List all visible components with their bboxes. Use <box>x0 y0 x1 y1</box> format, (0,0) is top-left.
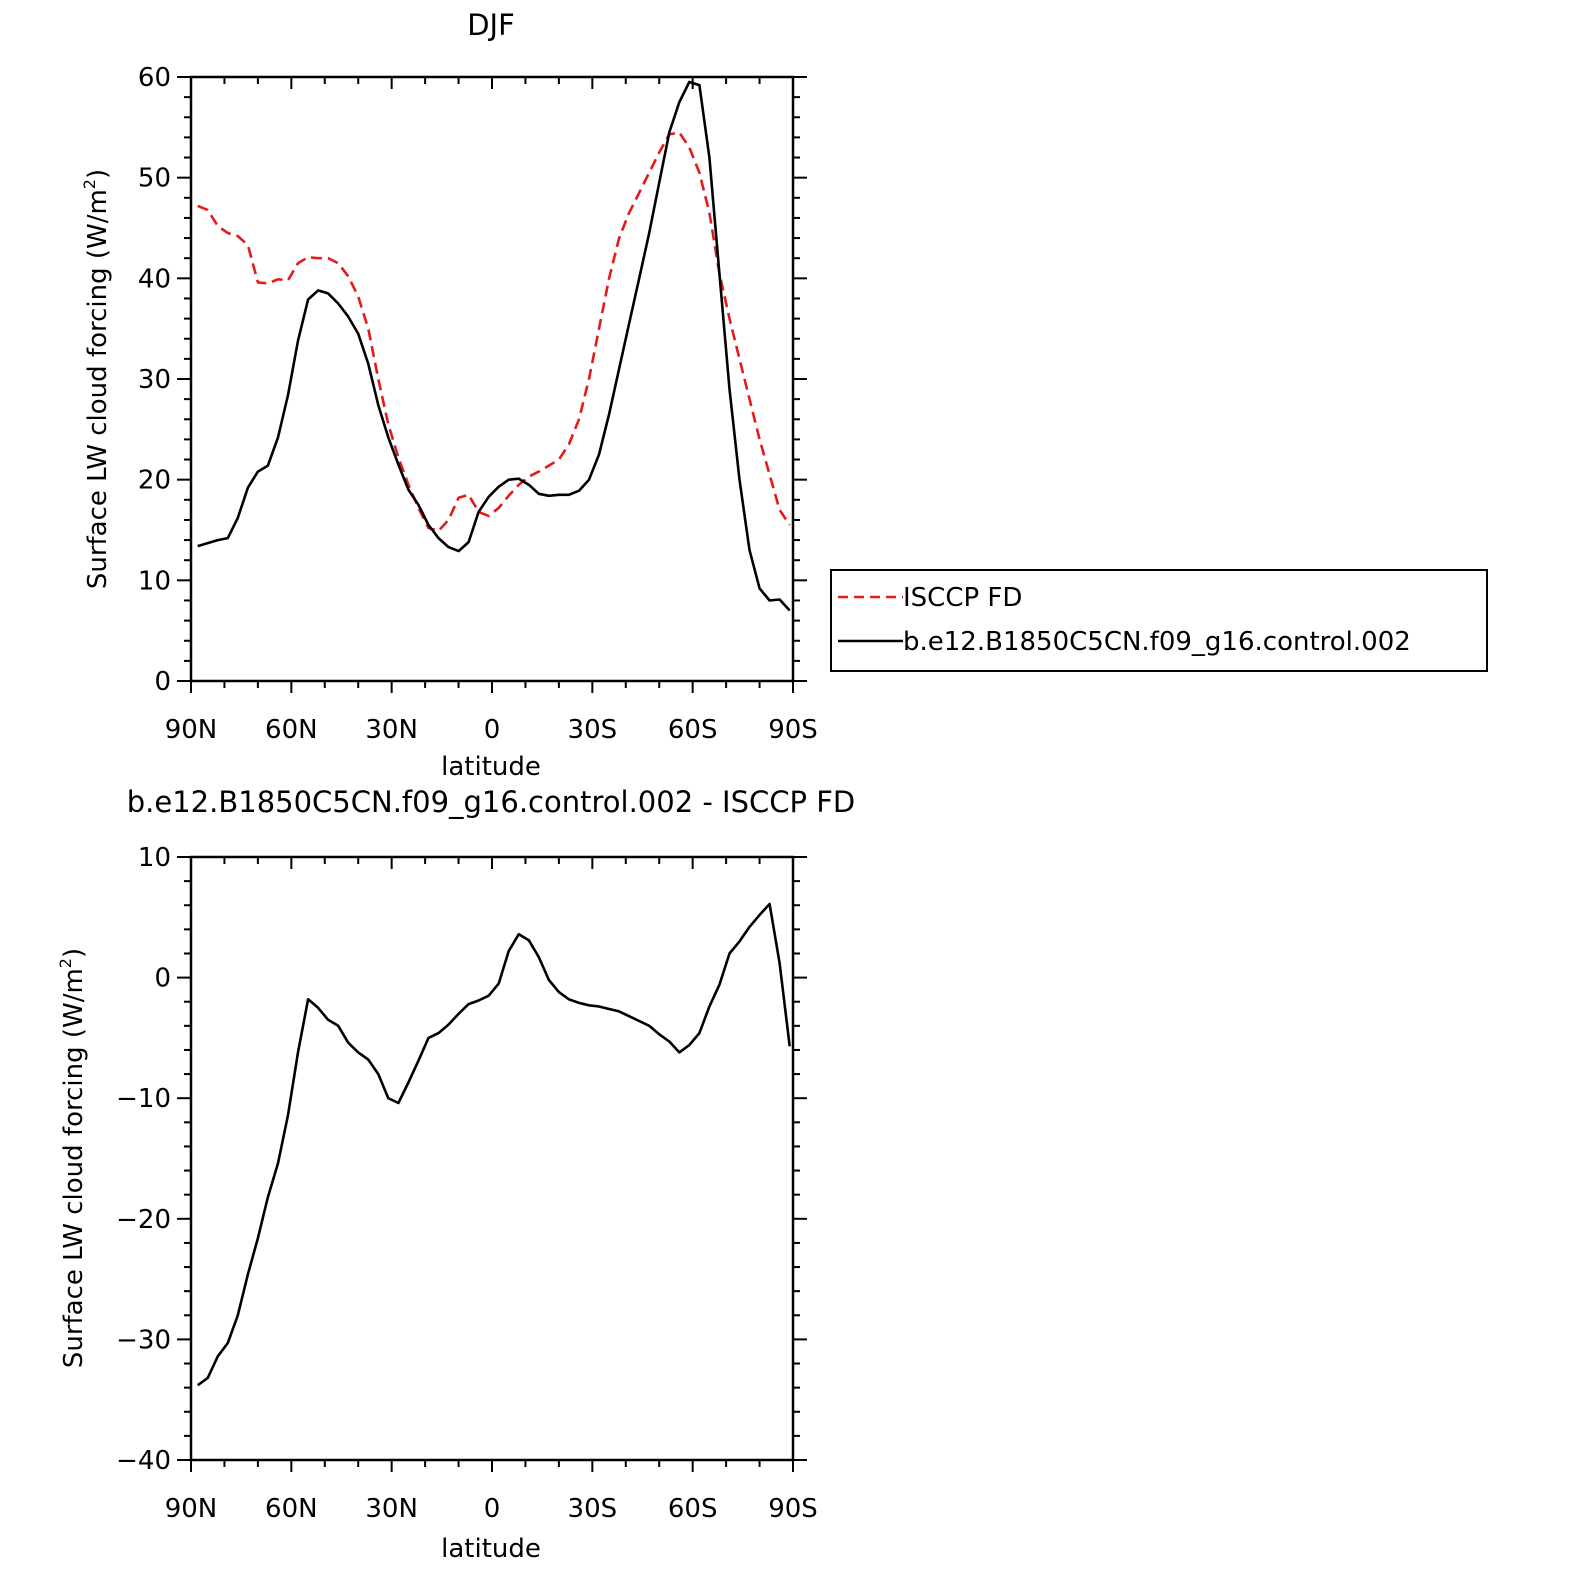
bottom-y-tick-label: 0 <box>154 964 171 994</box>
bottom-x-tick-label: 90S <box>768 1494 818 1524</box>
top-x-tick-label: 90S <box>768 715 818 745</box>
legend-label-model: b.e12.B1850C5CN.f09_g16.control.002 <box>903 627 1411 657</box>
bottom-y-axis-label-sup: 2 <box>56 958 75 968</box>
top-y-tick-label: 50 <box>138 164 171 194</box>
bottom-x-tick-label: 30N <box>365 1494 418 1524</box>
bottom-plot-frame <box>189 855 795 1462</box>
legend: ISCCP FD b.e12.B1850C5CN.f09_g16.control… <box>830 569 1488 672</box>
bottom-y-tick-label: −10 <box>116 1084 171 1114</box>
bottom-y-axis-label-main: Surface LW cloud forcing (W/m <box>59 968 89 1368</box>
top-series-lines <box>197 80 791 612</box>
top-x-tick-label: 30N <box>365 715 418 745</box>
bottom-x-tick-label: 30S <box>568 1494 618 1524</box>
top-series-line-1 <box>197 80 791 612</box>
legend-label-isccp: ISCCP FD <box>903 583 1022 613</box>
bottom-x-tick-label: 60N <box>265 1494 318 1524</box>
bottom-x-axis-label: latitude <box>441 1534 541 1564</box>
bottom-y-axis-label: Surface LW cloud forcing (W/m2) <box>56 948 89 1368</box>
top-x-axis-label: latitude <box>441 752 541 782</box>
bottom-y-tick-label: −20 <box>116 1205 171 1235</box>
top-plot-frame <box>189 75 795 683</box>
bottom-series-lines <box>196 902 791 1387</box>
bottom-y-axis-label-end: ) <box>59 948 89 958</box>
top-y-tick-label: 0 <box>154 667 171 697</box>
top-y-tick-label: 10 <box>138 566 171 596</box>
top-chart-title: DJF <box>467 8 515 42</box>
top-x-tick-label: 60N <box>265 715 318 745</box>
top-y-tick-label: 40 <box>138 264 171 294</box>
top-panel: DJF 0 10 20 30 40 50 60 90N 60N 30N 0 30S 60S 90S la… <box>80 8 1488 782</box>
top-x-tick-label: 0 <box>484 715 501 745</box>
top-ticks <box>177 76 807 693</box>
top-y-tick-labels: 0 10 20 30 40 50 60 <box>138 63 171 697</box>
bottom-panel: b.e12.B1850C5CN.f09_g16.control.002 - IS… <box>56 785 855 1564</box>
bottom-y-tick-label: −30 <box>116 1325 171 1355</box>
bottom-x-tick-label: 0 <box>484 1494 501 1524</box>
top-y-axis-label: Surface LW cloud forcing (W/m2) <box>80 169 113 589</box>
bottom-ticks <box>177 856 807 1472</box>
top-y-tick-label: 20 <box>138 466 171 496</box>
bottom-x-tick-label: 90N <box>165 1494 218 1524</box>
bottom-x-tick-labels: 90N 60N 30N 0 30S 60S 90S <box>165 1494 818 1524</box>
top-y-tick-label: 30 <box>138 365 171 395</box>
bottom-series-line-0 <box>196 902 791 1387</box>
bottom-chart-title: b.e12.B1850C5CN.f09_g16.control.002 - IS… <box>127 785 855 819</box>
bottom-x-tick-label: 60S <box>668 1494 718 1524</box>
top-x-tick-label: 90N <box>165 715 218 745</box>
top-y-axis-label-sup: 2 <box>80 179 99 189</box>
bottom-y-tick-labels: −40 −30 −20 −10 0 10 <box>116 843 171 1476</box>
top-x-tick-labels: 90N 60N 30N 0 30S 60S 90S <box>165 715 818 745</box>
top-y-axis-label-end: ) <box>83 169 113 179</box>
legend-box <box>830 569 1488 672</box>
bottom-y-tick-label: −40 <box>116 1446 171 1476</box>
top-y-tick-label: 60 <box>138 63 171 93</box>
top-y-axis-label-main: Surface LW cloud forcing (W/m <box>83 189 113 589</box>
top-x-tick-label: 60S <box>668 715 718 745</box>
top-x-tick-label: 30S <box>568 715 618 745</box>
top-series-line-0 <box>197 131 791 533</box>
bottom-y-tick-label: 10 <box>138 843 171 873</box>
